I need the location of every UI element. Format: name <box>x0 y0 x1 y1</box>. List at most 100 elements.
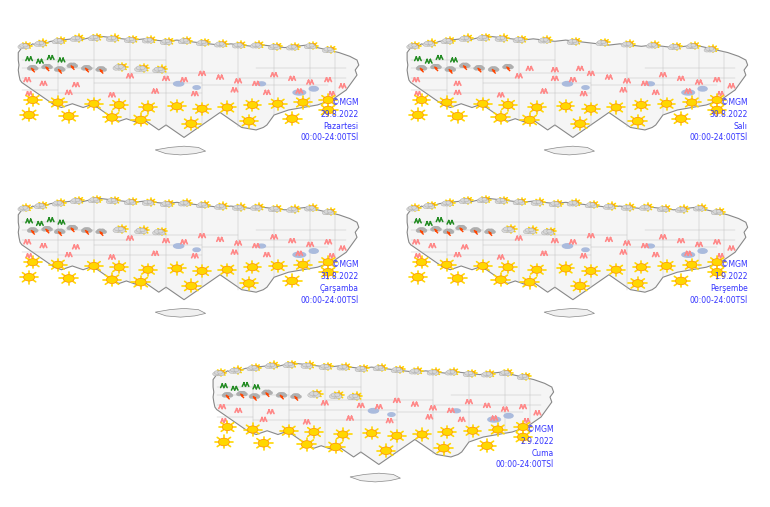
Circle shape <box>447 370 452 374</box>
Circle shape <box>433 370 439 374</box>
Circle shape <box>58 40 64 44</box>
Circle shape <box>24 273 35 281</box>
Circle shape <box>256 206 262 210</box>
Circle shape <box>216 42 221 46</box>
Circle shape <box>547 229 554 234</box>
Circle shape <box>253 367 259 371</box>
Circle shape <box>46 226 51 230</box>
Circle shape <box>501 200 507 204</box>
Circle shape <box>72 64 78 68</box>
Circle shape <box>184 39 190 43</box>
Circle shape <box>238 205 244 209</box>
Circle shape <box>116 227 123 233</box>
Circle shape <box>98 67 105 71</box>
Circle shape <box>129 38 134 41</box>
Circle shape <box>130 201 136 205</box>
Circle shape <box>34 43 40 46</box>
Circle shape <box>714 210 721 215</box>
Circle shape <box>460 63 466 66</box>
Circle shape <box>443 39 447 42</box>
Circle shape <box>288 45 293 49</box>
Circle shape <box>507 227 514 231</box>
Circle shape <box>40 43 45 46</box>
Circle shape <box>69 225 75 230</box>
Circle shape <box>310 207 316 211</box>
Circle shape <box>465 38 470 42</box>
Circle shape <box>337 366 343 370</box>
Circle shape <box>235 370 240 373</box>
Circle shape <box>239 391 246 396</box>
Circle shape <box>687 261 697 268</box>
Circle shape <box>623 205 628 209</box>
Circle shape <box>477 100 488 107</box>
Circle shape <box>75 198 82 202</box>
Circle shape <box>43 64 48 67</box>
Circle shape <box>310 44 314 47</box>
Circle shape <box>83 228 90 232</box>
Circle shape <box>44 64 51 69</box>
Circle shape <box>148 200 154 204</box>
Circle shape <box>263 390 268 393</box>
Circle shape <box>413 273 424 281</box>
Circle shape <box>291 207 296 210</box>
Circle shape <box>710 48 715 52</box>
Circle shape <box>119 65 123 68</box>
Circle shape <box>446 39 450 42</box>
Text: ©MGM
31.8.2022
Çarşamba
00:00-24:00TSİ: ©MGM 31.8.2022 Çarşamba 00:00-24:00TSİ <box>300 260 359 305</box>
Ellipse shape <box>646 244 654 248</box>
Circle shape <box>243 118 254 125</box>
Circle shape <box>247 101 258 108</box>
Circle shape <box>203 42 208 46</box>
Circle shape <box>250 206 256 210</box>
Ellipse shape <box>388 413 395 416</box>
Circle shape <box>306 206 311 209</box>
Circle shape <box>28 259 38 266</box>
Circle shape <box>89 37 94 41</box>
Circle shape <box>238 44 244 48</box>
Circle shape <box>306 44 313 49</box>
Circle shape <box>235 43 242 48</box>
Circle shape <box>465 64 470 68</box>
Circle shape <box>152 68 159 73</box>
Circle shape <box>508 65 514 69</box>
Circle shape <box>270 207 275 210</box>
Circle shape <box>82 228 88 231</box>
Circle shape <box>493 426 503 433</box>
Circle shape <box>645 206 651 210</box>
Circle shape <box>482 35 487 39</box>
Text: ©MGM
2.9.2022
Cuma
00:00-24:00TSİ: ©MGM 2.9.2022 Cuma 00:00-24:00TSİ <box>495 425 554 469</box>
Circle shape <box>313 392 318 395</box>
Circle shape <box>198 203 203 206</box>
Circle shape <box>285 363 293 368</box>
Circle shape <box>652 44 658 48</box>
Circle shape <box>626 42 631 45</box>
Circle shape <box>355 368 360 372</box>
Circle shape <box>501 371 508 376</box>
Circle shape <box>19 206 25 209</box>
Circle shape <box>119 227 126 231</box>
Circle shape <box>415 370 420 374</box>
Circle shape <box>418 228 425 232</box>
Circle shape <box>691 44 696 47</box>
Circle shape <box>89 100 99 107</box>
Circle shape <box>489 229 494 232</box>
Circle shape <box>59 66 63 70</box>
Circle shape <box>273 263 283 270</box>
Circle shape <box>265 365 270 369</box>
Circle shape <box>361 368 367 372</box>
Circle shape <box>327 210 332 213</box>
Circle shape <box>500 371 506 374</box>
Circle shape <box>636 101 647 108</box>
Circle shape <box>486 229 491 232</box>
Circle shape <box>310 206 316 210</box>
Circle shape <box>459 64 464 68</box>
Circle shape <box>292 45 298 49</box>
Circle shape <box>450 370 457 374</box>
Circle shape <box>503 65 508 69</box>
Circle shape <box>283 364 289 368</box>
Circle shape <box>298 99 308 106</box>
Circle shape <box>310 206 314 209</box>
Circle shape <box>90 198 98 203</box>
Circle shape <box>145 38 152 43</box>
Circle shape <box>289 45 296 50</box>
